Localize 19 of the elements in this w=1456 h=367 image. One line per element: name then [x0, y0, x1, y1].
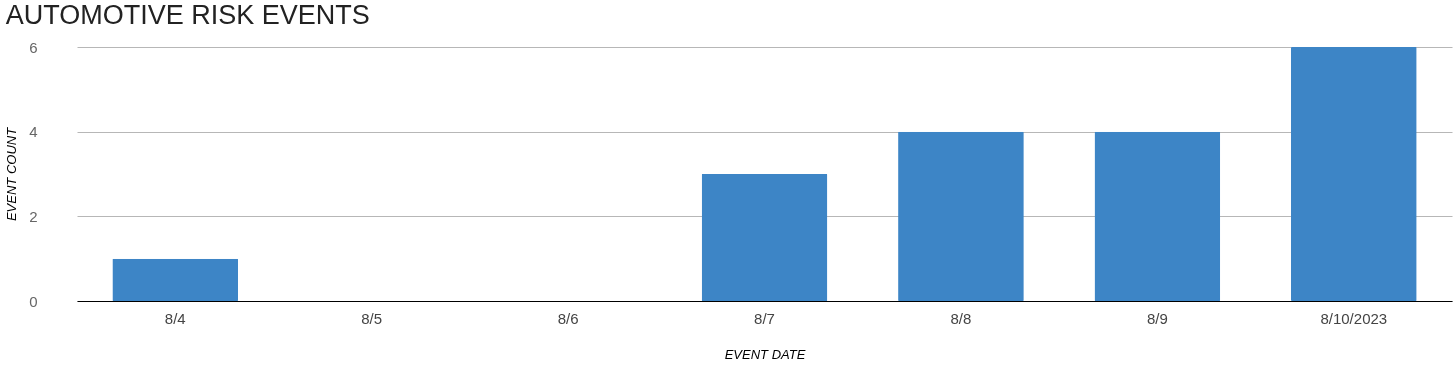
- x-tick-label: 8/7: [754, 309, 775, 327]
- bar: [898, 131, 1024, 301]
- bar: [1094, 131, 1221, 301]
- y-tick-label: 4: [29, 123, 38, 141]
- x-tick-label: 8/9: [1146, 309, 1168, 327]
- bar: [1290, 47, 1417, 301]
- x-axis-title: EVENT DATE: [724, 346, 806, 362]
- x-tick-label: 8/6: [557, 309, 579, 327]
- y-tick-label: 6: [29, 38, 38, 56]
- x-tick-label: 8/5: [361, 309, 383, 327]
- bar: [112, 258, 239, 301]
- y-tick-label: 0: [29, 292, 38, 310]
- chart-title: AUTOMOTIVE RISK EVENTS: [5, 0, 370, 30]
- x-tick-label: 8/8: [950, 309, 972, 327]
- x-tick-label: 8/10/2023: [1320, 309, 1388, 327]
- y-axis-title: EVENT COUNT: [4, 126, 20, 222]
- bar: [701, 174, 828, 301]
- x-tick-label: 8/4: [164, 309, 186, 327]
- y-tick-label: 2: [29, 207, 38, 225]
